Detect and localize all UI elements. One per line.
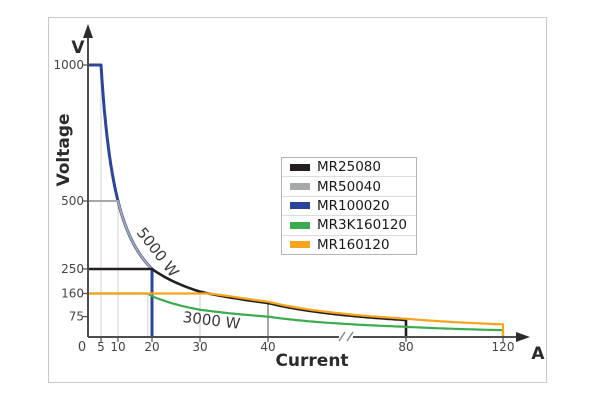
axis-break-gap [339, 334, 353, 340]
x-axis-unit-label: A [531, 344, 545, 364]
x-tick-label: 120 [492, 340, 515, 354]
y-tick-label: 250 [61, 262, 84, 276]
y-tick-label: 160 [61, 287, 84, 301]
legend-swatch-mr3k160120 [290, 221, 310, 229]
legend-swatch-mr50040 [290, 183, 310, 191]
legend-swatch-mr25080 [290, 163, 310, 171]
legend-label: MR25080 [317, 159, 381, 176]
axis-break-mark [346, 331, 354, 342]
legend-label: MR100020 [317, 197, 390, 214]
x-tick-label: 0 [78, 340, 86, 355]
x-tick-label: 5 [97, 340, 105, 354]
legend-item: MR3K160120 [282, 215, 416, 234]
legend-swatch-mr160120 [290, 241, 310, 249]
curve-mr3k160120 [88, 292, 505, 337]
y-axis-title: Voltage [54, 113, 74, 187]
y-axis-unit-label: V [71, 38, 85, 58]
x-axis-title: Current [275, 351, 349, 371]
x-axis-arrow-icon [516, 332, 530, 342]
axis-break-mark [338, 331, 346, 342]
legend-label: MR160120 [317, 236, 390, 253]
y-tick-label: 75 [69, 310, 84, 324]
legend-label: MR50040 [317, 178, 381, 195]
x-tick-label: 80 [398, 340, 413, 354]
legend-item: MR160120 [282, 234, 416, 254]
legend-item: MR100020 [282, 195, 416, 215]
legend: MR25080 MR50040 MR100020 MR3K160120 MR16… [281, 157, 417, 255]
y-axis-arrow-icon [83, 24, 93, 38]
x-tick-label: 30 [192, 340, 207, 354]
x-tick-label: 40 [260, 340, 275, 354]
legend-item: MR50040 [282, 176, 416, 195]
y-tick-label: 1000 [53, 58, 84, 72]
legend-item: MR25080 [282, 158, 416, 176]
legend-label: MR3K160120 [317, 217, 408, 234]
y-tick-label: 500 [61, 194, 84, 208]
curve-mr160120 [88, 292, 505, 337]
x-tick-label: 20 [144, 340, 159, 354]
x-tick-label: 10 [110, 340, 125, 354]
curve-mr25080 [88, 267, 408, 337]
legend-swatch-mr100020 [290, 202, 310, 210]
